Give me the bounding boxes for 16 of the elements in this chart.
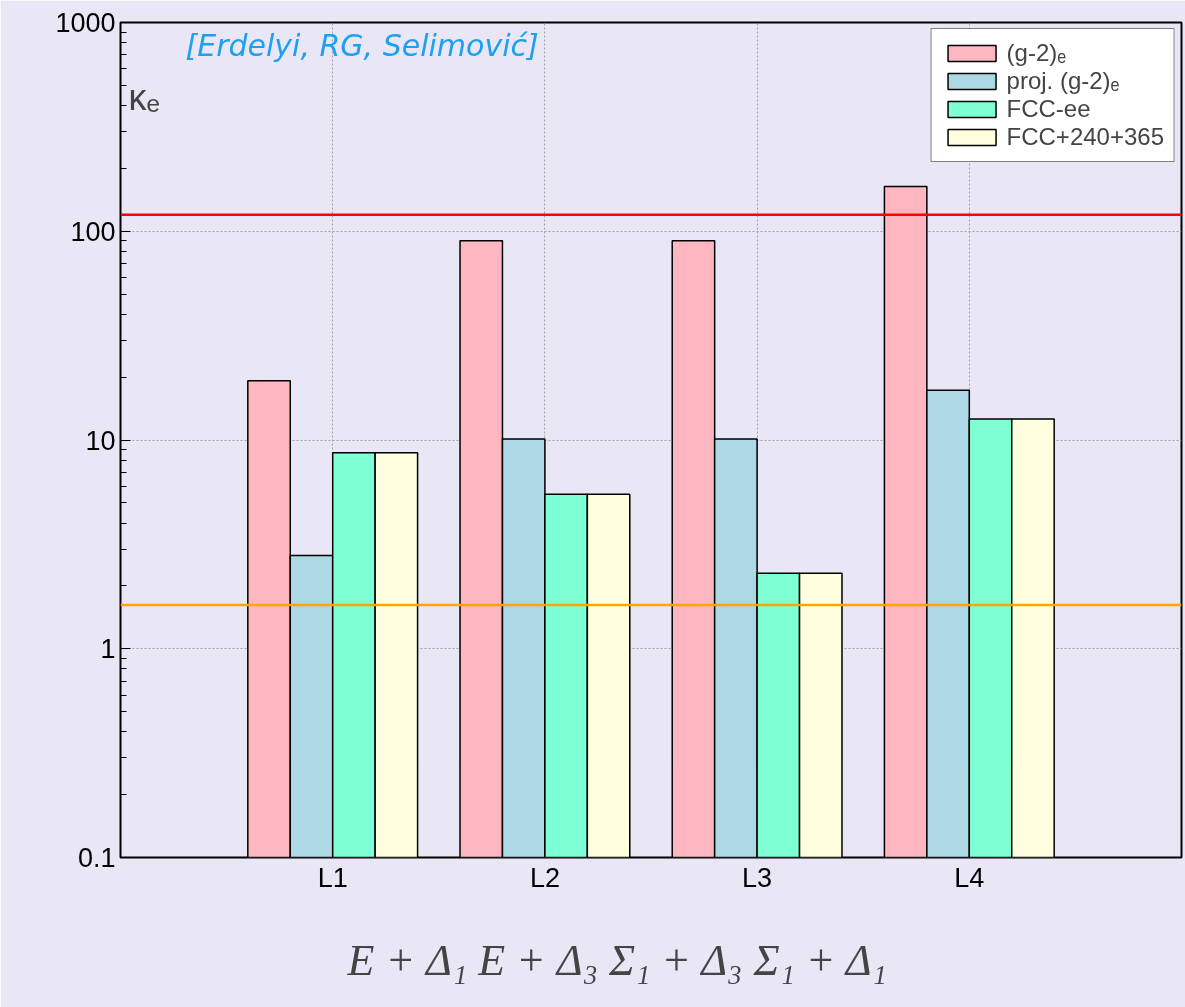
x-tick-label: L4 — [954, 862, 985, 893]
legend-label: FCC-ee — [1006, 95, 1091, 123]
x-axis-title: E + Δ₁ E + Δ₃ Σ₁ + Δ₃ Σ₁ + Δ₁ — [346, 935, 887, 985]
legend-label: (g-2)ₑ — [1006, 39, 1067, 67]
y-tick-label: 1000 — [55, 8, 116, 38]
y-tick-label: 0.1 — [77, 843, 116, 873]
legend-label: proj. (g-2)ₑ — [1006, 67, 1120, 95]
y-tick-label: 100 — [70, 216, 116, 247]
y-tick-label: 1 — [100, 634, 116, 665]
y-axis-title: κₑ — [128, 76, 160, 118]
y-tick-label: 10 — [85, 425, 116, 456]
annotation: [Erdelyi, RG, Selimović] — [185, 27, 539, 63]
x-tick-label: L1 — [317, 862, 348, 893]
x-tick-label: L3 — [742, 862, 773, 893]
legend-label: FCC+240+365 — [1006, 123, 1164, 151]
x-tick-label: L2 — [529, 862, 560, 893]
